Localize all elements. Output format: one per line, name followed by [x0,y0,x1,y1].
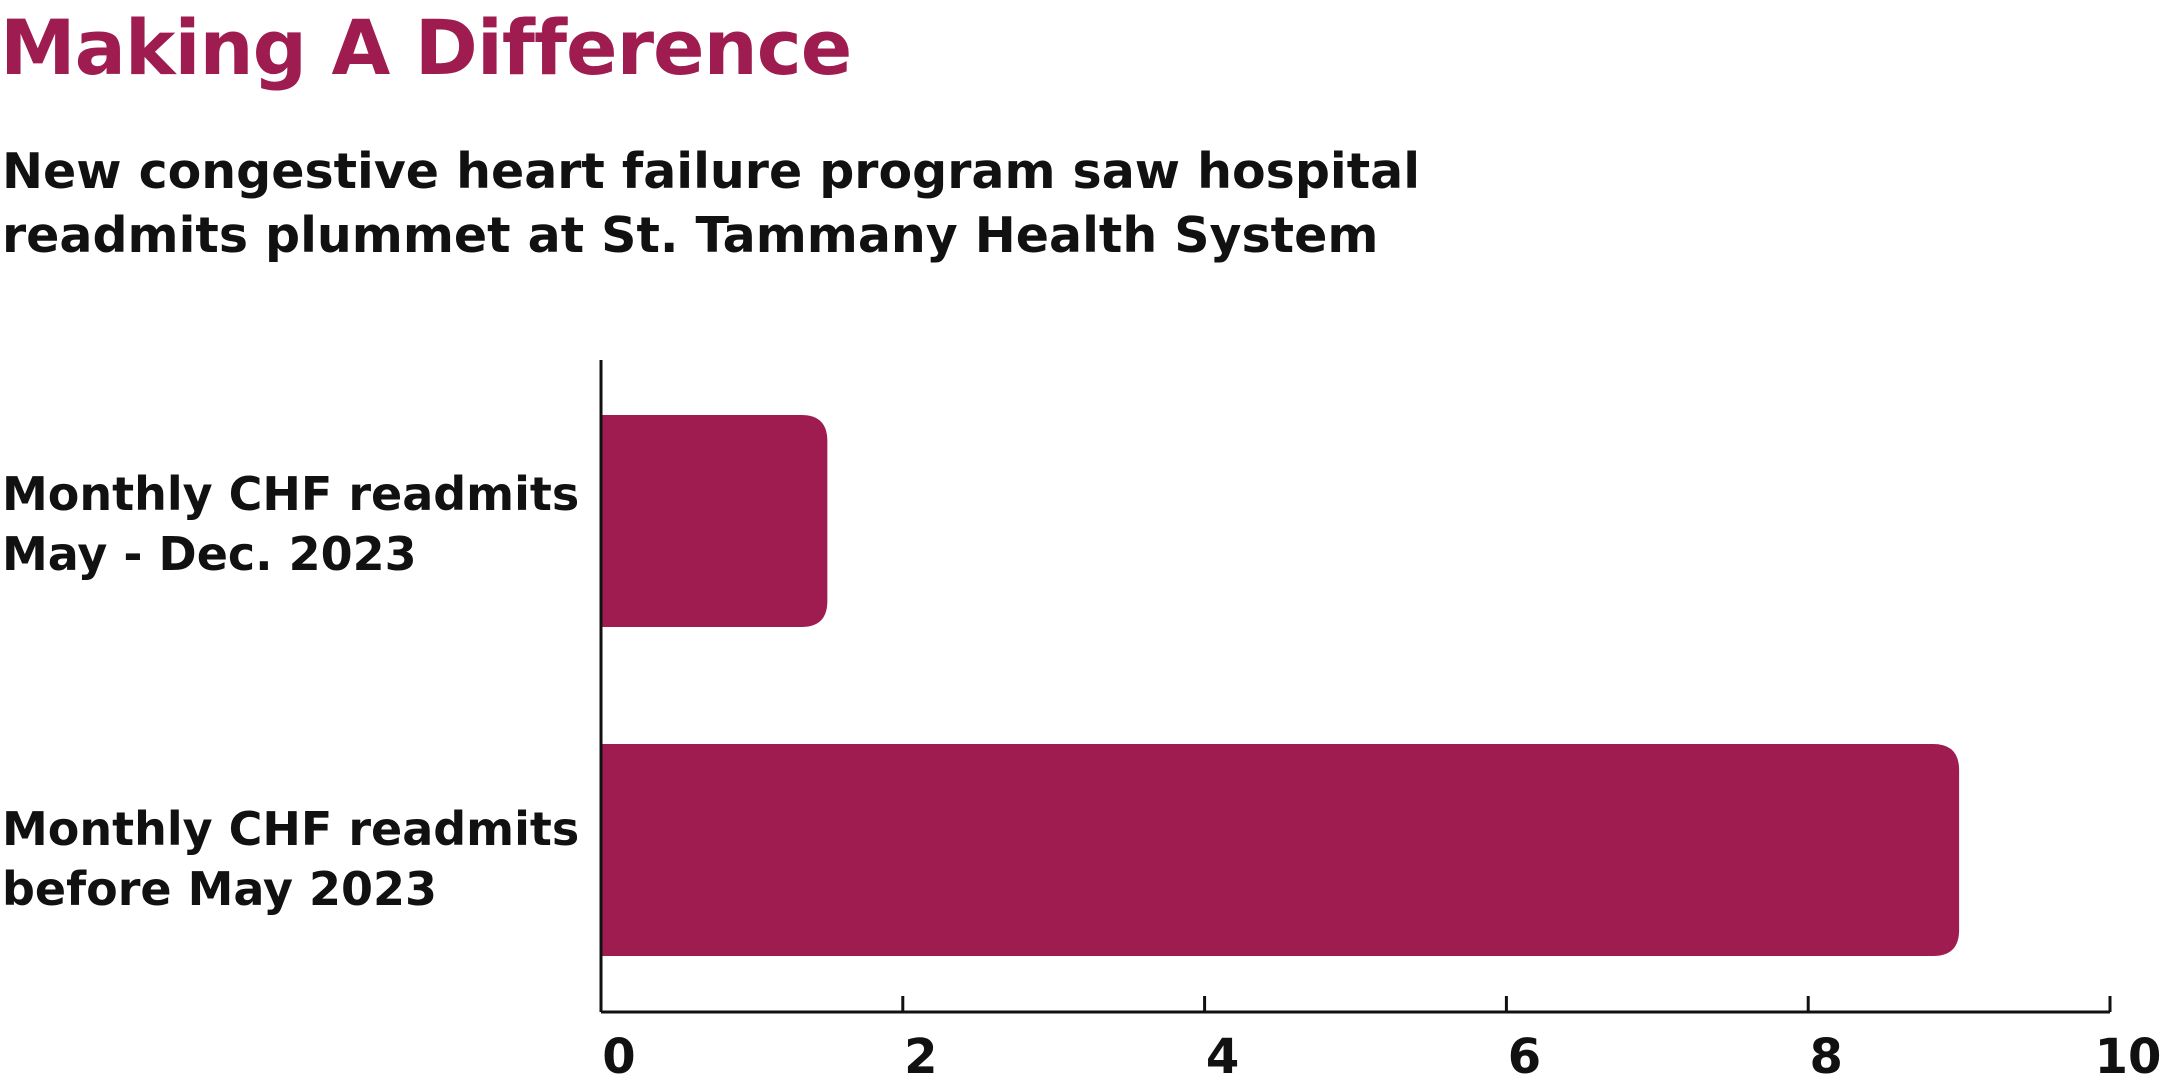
x-tick-label: 8 [1809,1029,1842,1085]
subtitle-line: readmits plummet at St. Tammany Health S… [2,207,1379,264]
chart-subtitle: New congestive heart failure program saw… [2,140,1422,268]
category-label-may-dec-2023: Monthly CHF readmits May - Dec. 2023 [2,464,582,584]
x-tick-label: 0 [602,1029,635,1085]
subtitle-line: New congestive heart failure program saw… [2,143,1420,200]
bar [601,415,828,627]
x-tick-label: 6 [1508,1029,1541,1085]
category-label-line: May - Dec. 2023 [2,527,417,581]
x-tick-label: 2 [904,1029,937,1085]
chart-title: Making A Difference [0,3,852,92]
bar [601,744,1960,956]
category-label-before-may-2023: Monthly CHF readmits before May 2023 [2,799,582,919]
x-tick-label: 10 [2095,1029,2162,1085]
category-label-line: Monthly CHF readmits [2,467,580,521]
x-tick-label: 4 [1206,1029,1239,1085]
category-label-line: before May 2023 [2,862,438,916]
category-label-line: Monthly CHF readmits [2,802,580,856]
